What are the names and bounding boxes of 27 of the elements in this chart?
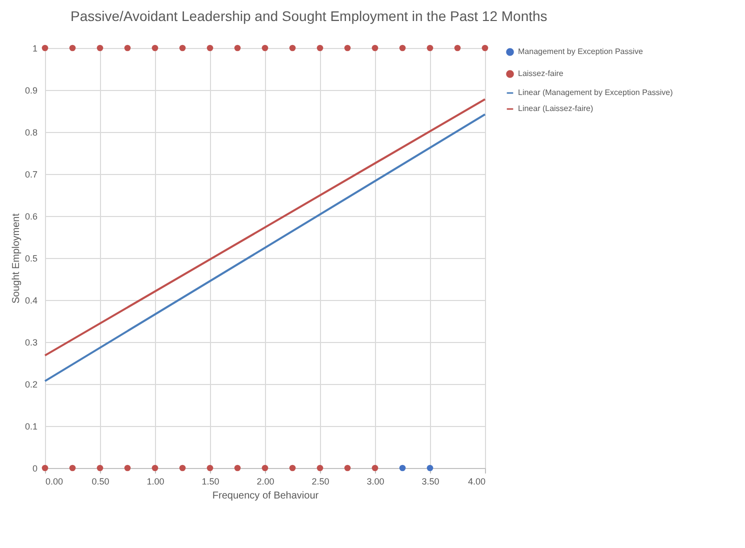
legend-label: Laissez-faire [518, 69, 564, 78]
x-tick-label: 2.50 [312, 476, 330, 486]
x-tick-label: 3.50 [422, 476, 440, 486]
x-tick-label: 0.50 [92, 476, 110, 486]
x-tick-label: 3.00 [366, 476, 384, 486]
y-tick-label: 0.4 [24, 296, 38, 306]
x-tick-label: 0.00 [46, 476, 64, 486]
y-tick-label: 0.8 [24, 128, 38, 138]
legend-label: Linear (Laissez-faire) [518, 104, 594, 113]
x-axis-title: Frequency of Behaviour [212, 490, 320, 502]
legend-label: Linear (Management by Exception Passive) [518, 88, 674, 97]
y-tick-label: 0 [32, 464, 38, 474]
x-tick-label: 1.50 [202, 476, 220, 486]
y-tick-label: 1 [32, 44, 38, 54]
x-tick-label: 1.00 [146, 476, 164, 486]
legend-label: Management by Exception Passive [518, 47, 644, 56]
y-tick-label: 0.6 [24, 212, 38, 222]
y-tick-label: 0.5 [24, 254, 38, 264]
y-tick-label: 0.9 [24, 86, 38, 96]
y-axis-title: Sought Employment [10, 213, 22, 304]
y-tick-label: 0.1 [24, 422, 38, 432]
x-tick-label: 2.00 [256, 476, 274, 486]
y-tick-label: 0.7 [24, 170, 38, 180]
chart-title: Passive/Avoidant Leadership and Sought Employment in the Past 12 Months [70, 8, 548, 24]
y-tick-label: 0.3 [24, 338, 38, 348]
x-tick-label: 4.00 [468, 476, 486, 486]
y-tick-label: 0.2 [24, 380, 38, 390]
